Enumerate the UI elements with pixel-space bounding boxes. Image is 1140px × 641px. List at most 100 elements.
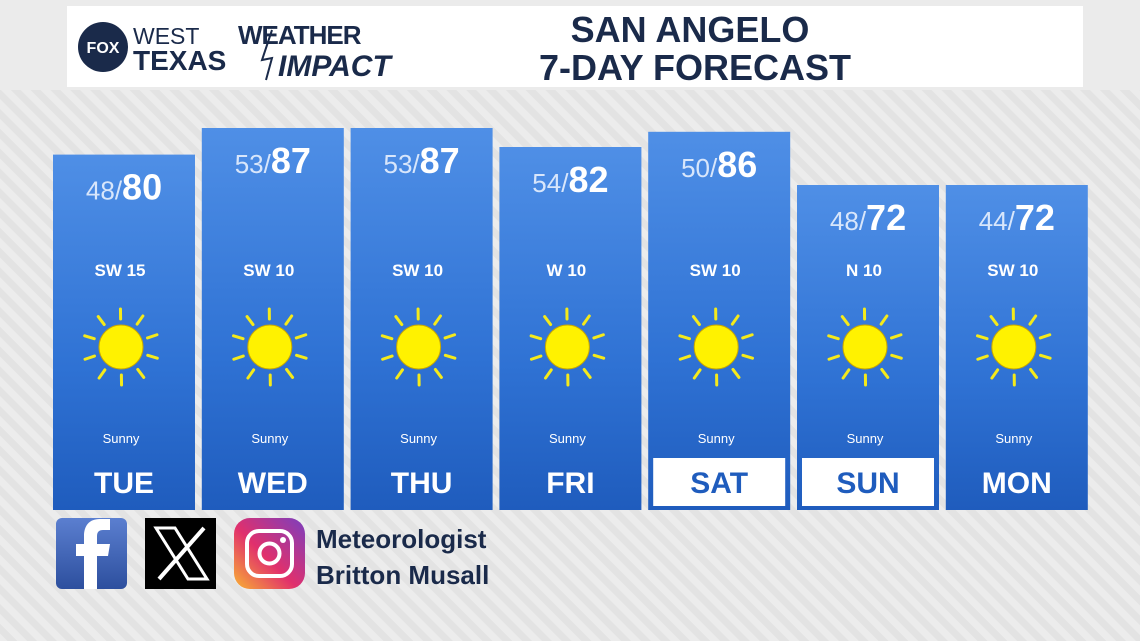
- sun-icon: [991, 324, 1037, 370]
- instagram-dot: [280, 537, 286, 543]
- sun-ray: [135, 314, 145, 326]
- condition: Sunny: [698, 431, 735, 446]
- fox-text: FOX: [87, 40, 120, 57]
- facebook-glyph: [76, 519, 110, 589]
- wind: SW 10: [987, 261, 1038, 280]
- sun-ray: [840, 315, 850, 327]
- sun-ray: [1039, 353, 1052, 360]
- sun-ray: [692, 368, 702, 380]
- header-bar: [67, 6, 1083, 87]
- sun-ray: [678, 354, 692, 361]
- sun-ray: [741, 333, 754, 340]
- day-label: SUN: [836, 467, 899, 500]
- logo-impact: IMPACT: [278, 50, 393, 83]
- temperature: 53/87: [235, 140, 311, 181]
- sun-ray: [1038, 333, 1052, 340]
- sun-ray: [1029, 367, 1039, 379]
- sun-ray: [294, 333, 308, 340]
- day-column: [350, 128, 493, 510]
- sun-ray: [146, 353, 159, 360]
- low-temp: 48: [86, 176, 115, 206]
- fox-logo: [78, 22, 128, 72]
- sun-ray: [976, 354, 989, 361]
- sun-ray: [83, 354, 96, 361]
- logo-west: WEST: [133, 23, 199, 49]
- sun-ray: [231, 334, 245, 341]
- sun-ray: [380, 334, 394, 341]
- sun-ray: [136, 367, 146, 379]
- title-line1: SAN ANGELO: [571, 9, 810, 50]
- x-glyph-stroke: [157, 526, 206, 581]
- sun-icon: [842, 324, 888, 370]
- sun-ray: [433, 367, 443, 379]
- high-temp: 72: [866, 197, 906, 238]
- sun-ray: [443, 333, 457, 340]
- sun-ray: [284, 314, 294, 326]
- sun-ray: [544, 368, 553, 380]
- logo-weather: WEATHER: [238, 20, 362, 50]
- sun-ray: [592, 353, 606, 360]
- condition: Sunny: [847, 431, 884, 446]
- sun-ray: [730, 314, 740, 326]
- sun-ray: [731, 367, 741, 379]
- sun-ray: [841, 368, 851, 380]
- wind: SW 10: [243, 261, 294, 280]
- day-label: THU: [391, 467, 453, 500]
- sun-ray: [529, 334, 543, 341]
- sun-ray: [529, 354, 543, 361]
- low-temp: 53: [383, 149, 412, 179]
- sun-ray: [245, 315, 255, 327]
- sun-ray: [1028, 314, 1038, 326]
- day-label: SAT: [690, 467, 748, 500]
- title-line2: 7-DAY FORECAST: [539, 47, 851, 88]
- day-label: TUE: [94, 467, 154, 500]
- separator: /: [561, 168, 569, 198]
- condition: Sunny: [995, 431, 1032, 446]
- footer-line1: Meteorologist: [316, 524, 487, 554]
- instagram-lens: [257, 541, 282, 566]
- sun-ray: [880, 367, 890, 379]
- sun-ray: [827, 354, 840, 361]
- separator: /: [412, 149, 420, 179]
- day-column: [648, 131, 791, 511]
- temperature: 48/72: [830, 197, 906, 238]
- temperature: 50/86: [681, 144, 757, 185]
- sun-ray: [890, 333, 903, 340]
- wind: N 10: [846, 261, 882, 280]
- wind: SW 10: [690, 261, 741, 280]
- separator: /: [264, 149, 272, 179]
- sun-ray: [592, 333, 605, 340]
- high-temp: 87: [420, 140, 460, 181]
- high-temp: 86: [717, 144, 757, 185]
- day-highlight: [802, 458, 934, 506]
- low-temp: 54: [532, 168, 561, 198]
- separator: /: [1008, 206, 1016, 236]
- x-glyph: [153, 526, 210, 581]
- day-column: [201, 128, 344, 510]
- high-temp: 72: [1015, 197, 1055, 238]
- sun-ray: [879, 314, 889, 326]
- sun-icon: [98, 324, 144, 370]
- lightning-icon: [260, 29, 274, 81]
- sun-ray: [394, 315, 404, 327]
- sun-icon: [396, 324, 442, 370]
- sun-ray: [543, 315, 553, 327]
- sun-ray: [232, 354, 245, 361]
- sun-ray: [381, 354, 394, 361]
- condition: Sunny: [251, 431, 288, 446]
- separator: /: [710, 153, 718, 183]
- sun-icon: [247, 324, 293, 370]
- sun-ray: [582, 314, 591, 326]
- sun-ray: [990, 368, 1000, 380]
- wind: SW 10: [392, 261, 443, 280]
- low-temp: 50: [681, 153, 710, 183]
- sun-ray: [443, 353, 457, 360]
- sun-ray: [989, 315, 999, 327]
- logo-texas: TEXAS: [133, 45, 226, 76]
- sun-ray: [975, 334, 989, 341]
- sun-ray: [146, 333, 159, 340]
- wind: SW 15: [94, 261, 145, 280]
- separator: /: [115, 176, 123, 206]
